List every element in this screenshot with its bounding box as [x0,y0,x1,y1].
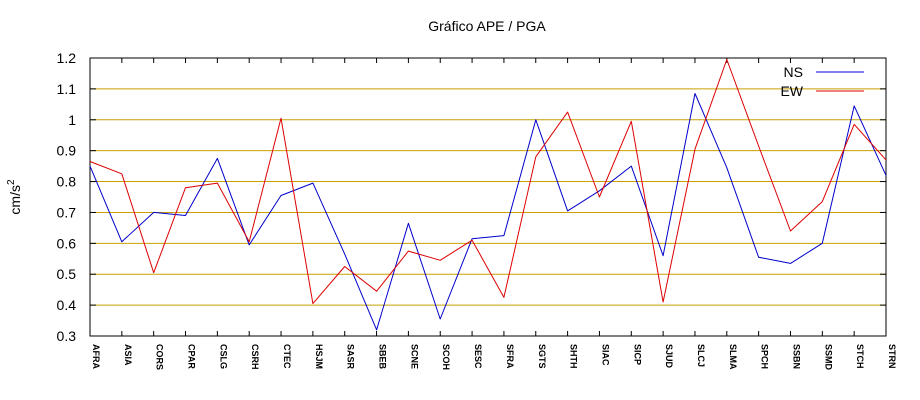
x-tick-label: SASR [346,344,356,370]
x-tick-label: SPCH [760,344,770,369]
x-tick-label: SSBN [791,344,801,369]
x-tick-label: CPAR [187,344,197,369]
y-axis-label: cm/s2 [6,179,23,215]
x-tick-label: SHTH [569,344,579,369]
legend-label-ns: NS [784,64,803,80]
x-tick-label: CTEC [282,344,292,369]
legend: NS EW [780,64,864,99]
x-axis-ticks: AFRA ASIA CORS CPAR CSLG CSRH CTEC HSJM SASR SBEB… [89,58,897,371]
x-tick-label: SCOH [441,344,451,370]
x-tick-label: ASIA [123,344,133,366]
x-tick-label: STCH [855,344,865,369]
y-tick-label: 0.7 [57,204,77,220]
chart-title: Gráfico APE / PGA [428,18,546,34]
y-tick-label: 1 [68,112,76,128]
series-line-ns [89,93,887,331]
x-tick-label: SESC [473,344,483,369]
x-tick-label: HSJM [314,344,324,369]
y-tick-label: 0.9 [57,143,77,159]
y-tick-label: 0.4 [57,297,77,313]
x-tick-label: SFRA [505,344,515,369]
y-tick-label: 0.6 [57,235,77,251]
x-tick-label: CSLG [218,344,228,369]
y-tick-label: 1.2 [57,50,77,66]
grid-lines [90,88,886,306]
plot-frame [89,57,887,337]
y-tick-label: 0.8 [57,174,77,190]
legend-label-ew: EW [780,83,803,99]
y-tick-label: 0.5 [57,266,77,282]
x-tick-label: SCNE [409,344,419,369]
series-lines [89,59,887,331]
y-tick-label: 0.3 [57,328,77,344]
x-tick-label: SIAC [600,344,610,366]
x-tick-label: SGTS [537,344,547,369]
x-tick-label: AFRA [91,344,101,369]
y-tick-label: 1.1 [57,81,77,97]
x-tick-label: SJUD [664,344,674,369]
y-axis-label-unit: cm/s [7,185,23,215]
x-tick-label: STRN [887,344,897,369]
y-axis-label-exponent: 2 [6,179,17,185]
x-tick-label: SLCJ [696,344,706,367]
y-axis-ticks: 0.3 0.4 0.5 0.6 0.7 0.8 0.9 1 1.1 1.2 [57,50,886,344]
x-tick-label: CORS [155,344,165,370]
x-tick-label: SICP [632,344,642,365]
x-tick-label: SLMA [728,344,738,370]
x-tick-label: CSRH [250,344,260,370]
series-line-ew [89,59,887,305]
x-tick-label: SSMD [823,344,833,371]
x-tick-label: SBEB [378,344,388,370]
